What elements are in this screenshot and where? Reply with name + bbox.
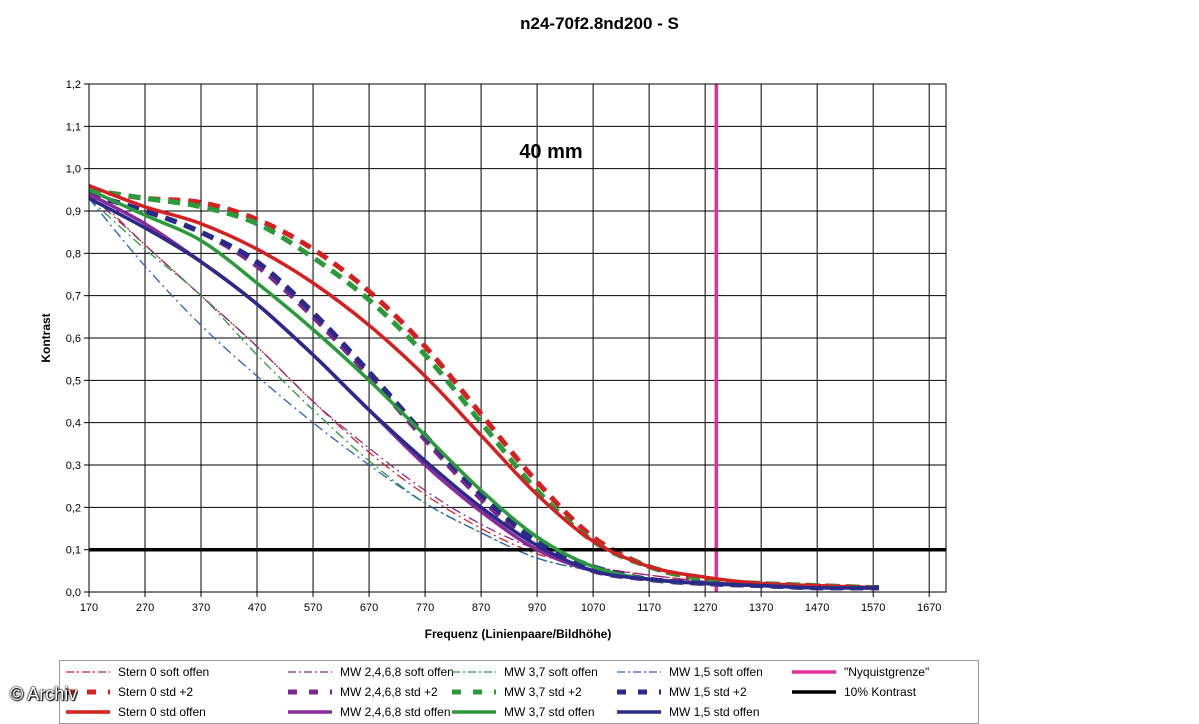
series-line (88, 187, 879, 591)
x-tick-label: 470 (248, 602, 266, 614)
legend-item: MW 2,4,6,8 std +2 (286, 682, 438, 702)
annotation-40mm: 40 mm (519, 141, 582, 163)
legend-item: Stern 0 std +2 (64, 682, 193, 702)
legend-item: MW 1,5 soft offen (615, 662, 763, 682)
x-tick-label: 370 (192, 602, 210, 614)
y-tick-label: 1,1 (66, 121, 81, 133)
legend-swatch (66, 671, 110, 673)
legend-item: "Nyquistgrenze" (790, 662, 929, 682)
x-tick-label: 1670 (917, 602, 941, 614)
legend-label: MW 3,7 std offen (504, 705, 595, 719)
x-tick-label: 570 (304, 602, 322, 614)
legend-item: MW 3,7 std offen (450, 702, 595, 722)
y-axis-label: Kontrast (39, 313, 53, 362)
legend-label: MW 3,7 std +2 (504, 685, 582, 699)
chart-title: n24-70f2.8nd200 - S (520, 14, 679, 33)
y-tick-label: 0,1 (66, 545, 81, 557)
legend-label: Stern 0 std +2 (118, 685, 194, 699)
series-line (88, 183, 879, 590)
legend-item: MW 2,4,6,8 soft offen (286, 662, 454, 682)
x-tick-label: 670 (360, 602, 378, 614)
x-tick-label: 1570 (861, 602, 885, 614)
x-tick-label: 870 (472, 602, 490, 614)
legend: Stern 0 soft offen MW 2,4,6,8 soft offen M… (59, 660, 979, 724)
grid (89, 83, 946, 592)
tick-labels: 170 270 370 470 570 670 770 870 970 1070 1170 1270 1… (66, 79, 942, 614)
y-tick-label: 1,0 (66, 164, 81, 176)
legend-swatch (288, 689, 332, 695)
legend-swatch (617, 710, 661, 714)
x-tick-label: 270 (136, 602, 154, 614)
watermark: © Archiv (10, 684, 78, 704)
x-tick-label: 170 (80, 602, 98, 614)
y-tick-label: 0,7 (66, 291, 81, 303)
legend-label: MW 2,4,6,8 std offen (340, 705, 451, 719)
x-tick-label: 1170 (637, 602, 661, 614)
series-line (88, 189, 879, 589)
y-tick-label: 0,0 (66, 587, 81, 599)
legend-item: 10% Kontrast (790, 682, 916, 702)
legend-item: MW 3,7 soft offen (450, 662, 598, 682)
y-tick-label: 0,6 (66, 333, 81, 345)
legend-item: MW 1,5 std offen (615, 702, 760, 722)
y-tick-label: 0,4 (66, 418, 81, 430)
x-tick-label: 970 (528, 602, 546, 614)
legend-swatch (617, 689, 661, 695)
legend-swatch (66, 689, 110, 695)
y-tick-label: 0,8 (66, 248, 81, 260)
y-tick-label: 0,9 (66, 206, 81, 218)
legend-item: Stern 0 soft offen (64, 662, 209, 682)
legend-label: MW 3,7 soft offen (504, 665, 598, 679)
legend-item: MW 2,4,6,8 std offen (286, 702, 451, 722)
legend-swatch (452, 671, 496, 673)
legend-swatch (66, 710, 110, 714)
legend-label: MW 1,5 std offen (669, 705, 760, 719)
legend-label: 10% Kontrast (844, 685, 917, 699)
legend-item: Stern 0 std offen (64, 702, 206, 722)
series-line (88, 188, 879, 590)
legend-item: MW 1,5 std +2 (615, 682, 747, 702)
y-tick-label: 0,3 (66, 460, 81, 472)
legend-label: MW 1,5 soft offen (669, 665, 763, 679)
x-axis-label: Frequenz (Linienpaare/Bildhöhe) (425, 627, 612, 641)
legend-swatch (792, 690, 836, 694)
y-tick-label: 1,2 (66, 79, 81, 91)
x-tick-label: 1070 (581, 602, 605, 614)
series-line (88, 187, 879, 591)
x-tick-label: 1470 (805, 602, 829, 614)
legend-label: MW 1,5 std +2 (669, 685, 747, 699)
x-tick-label: 1270 (693, 602, 717, 614)
legend-label: MW 2,4,6,8 std +2 (340, 685, 438, 699)
legend-label: Stern 0 std offen (118, 705, 206, 719)
x-tick-label: 1370 (749, 602, 773, 614)
series-lines (88, 84, 946, 592)
legend-swatch (452, 710, 496, 714)
legend-label: "Nyquistgrenze" (844, 665, 930, 679)
legend-swatch (792, 670, 836, 674)
legend-label: Stern 0 soft offen (118, 665, 210, 679)
legend-swatch (288, 671, 332, 673)
legend-swatch (452, 689, 496, 695)
legend-swatch (288, 710, 332, 714)
x-tick-label: 770 (416, 602, 434, 614)
legend-label: MW 2,4,6,8 soft offen (340, 665, 454, 679)
y-tick-label: 0,2 (66, 502, 81, 514)
legend-swatch (617, 671, 661, 673)
chart-plot: 170 270 370 470 570 670 770 870 970 1070 1170 1270 1… (39, 79, 947, 641)
y-tick-label: 0,5 (66, 375, 81, 387)
series-line (88, 196, 879, 590)
legend-item: MW 3,7 std +2 (450, 682, 582, 702)
